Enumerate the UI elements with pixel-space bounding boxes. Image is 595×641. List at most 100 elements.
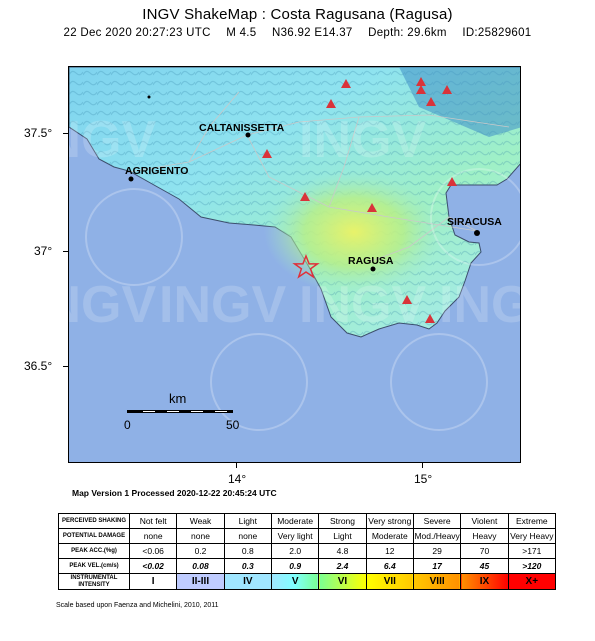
row-header-pga: PEAK ACC.(%g) [58, 543, 130, 559]
station-triangle [341, 79, 351, 88]
legend-row-damage: POTENTIAL DAMAGE none none none Very lig… [58, 528, 557, 544]
scale-zero: 0 [124, 418, 131, 432]
city-label-caltanissetta: CALTANISSETTA [199, 122, 285, 134]
pgv-cell: <0.02 [128, 558, 178, 574]
shaking-cell: Not felt [128, 513, 178, 529]
pga-cell: <0.06 [128, 543, 178, 559]
dark-relief [399, 67, 520, 137]
damage-cell: Heavy [460, 528, 509, 544]
scale-bar: km 0 50 [124, 391, 240, 432]
damage-cell: Very Heavy [507, 528, 557, 544]
shaking-cell: Strong [318, 513, 367, 529]
event-info: 22 Dec 2020 20:27:23 UTC M 4.5 N36.92 E1… [0, 27, 595, 39]
event-magnitude: M 4.5 [226, 27, 257, 39]
watermark-seals [85, 168, 520, 431]
lat-tick [63, 133, 68, 134]
pgv-cell: 45 [460, 558, 509, 574]
legend-row-pgv: PEAK VEL.(cm/s) <0.02 0.08 0.3 0.9 2.4 6… [58, 558, 557, 574]
map-canvas: INGV INGV INGV INGV INGV INGV [69, 67, 521, 462]
lon-label-15: 15° [414, 472, 433, 486]
town-dot [147, 95, 151, 99]
event-depth: Depth: 29.6km [368, 27, 447, 39]
shaking-cell: Severe [412, 513, 462, 529]
station-triangle [326, 99, 336, 108]
shakemap-area: INGV INGV INGV INGV INGV INGV [68, 66, 521, 463]
event-coordinates: N36.92 E14.37 [271, 27, 353, 39]
station-triangle [447, 177, 457, 186]
epicenter-star [292, 253, 320, 279]
intensity-legend: PERCEIVED SHAKING Not felt Weak Light Mo… [58, 513, 557, 590]
pga-cell: 2.0 [270, 543, 320, 559]
lon-tick [422, 463, 423, 468]
city-label-ragusa: RAGUSA [348, 255, 394, 267]
stations [262, 77, 457, 323]
station-triangle [300, 192, 310, 201]
pgv-cell: >120 [507, 558, 557, 574]
map-title: INGV ShakeMap : Costa Ragusana (Ragusa) [142, 6, 453, 23]
shaking-cell: Extreme [507, 513, 557, 529]
lat-label-36-5: 36.5° [24, 359, 53, 373]
damage-cell: Mod./Heavy [412, 528, 462, 544]
row-header-damage: POTENTIAL DAMAGE [58, 528, 130, 544]
pga-cell: 0.8 [223, 543, 272, 559]
station-triangle [425, 314, 435, 323]
scale-unit: km [169, 391, 186, 406]
station-triangle [426, 97, 436, 106]
city-label-siracusa: SIRACUSA [447, 216, 502, 228]
pga-cell: 4.8 [318, 543, 367, 559]
shaking-cell: Violent [460, 513, 509, 529]
city-dot-caltanissetta [245, 132, 251, 138]
svg-text:INGV: INGV [69, 276, 156, 334]
intensity-cell: II-III [176, 573, 225, 590]
pga-cell: 0.2 [176, 543, 225, 559]
pgv-cell: 6.4 [365, 558, 414, 574]
watermark: INGV INGV INGV INGV INGV INGV [69, 111, 521, 334]
legend-row-intensity: INSTRUMENTAL INTENSITY I II-III IV V VI … [58, 573, 557, 590]
shaking-cell: Weak [176, 513, 225, 529]
station-triangle [402, 295, 412, 304]
intensity-cell: VIII [412, 573, 462, 590]
station-triangle [262, 149, 272, 158]
damage-cell: none [128, 528, 178, 544]
legend-row-shaking: PERCEIVED SHAKING Not felt Weak Light Mo… [58, 513, 557, 529]
svg-text:INGV: INGV [299, 276, 426, 334]
damage-cell: Moderate [365, 528, 414, 544]
damage-cell: Light [318, 528, 367, 544]
scale-fifty: 50 [226, 418, 240, 432]
legend-row-pga: PEAK ACC.(%g) <0.06 0.2 0.8 2.0 4.8 12 2… [58, 543, 557, 559]
cities: CALTANISSETTA AGRIGENTO SIRACUSA RAGUSA [125, 95, 502, 272]
row-header-intensity: INSTRUMENTAL INTENSITY [58, 573, 130, 590]
shaking-cell: Very strong [365, 513, 414, 529]
intensity-cell: VII [365, 573, 414, 590]
damage-cell: Very light [270, 528, 320, 544]
scale-footnote: Scale based upon Faenza and Michelini, 2… [56, 602, 219, 609]
intensity-cell: IX [460, 573, 509, 590]
station-triangle [367, 203, 377, 212]
pgv-cell: 0.9 [270, 558, 320, 574]
pga-cell: 29 [412, 543, 462, 559]
station-triangle [416, 77, 426, 86]
pga-cell: 70 [460, 543, 509, 559]
row-header-shaking: PERCEIVED SHAKING [58, 513, 130, 529]
city-dot-siracusa [474, 230, 480, 236]
pgv-cell: 0.08 [176, 558, 225, 574]
lat-tick [63, 251, 68, 252]
intensity-cell: I [128, 573, 178, 590]
lat-label-37-5: 37.5° [24, 126, 53, 140]
lat-tick [63, 366, 68, 367]
lon-tick [236, 463, 237, 468]
station-triangle [416, 85, 426, 94]
svg-text:INGV: INGV [159, 276, 286, 334]
event-id: ID:25829601 [462, 27, 532, 39]
pgv-cell: 0.3 [223, 558, 272, 574]
pga-cell: 12 [365, 543, 414, 559]
shaking-cell: Moderate [270, 513, 320, 529]
damage-cell: none [176, 528, 225, 544]
lat-label-37: 37° [34, 244, 53, 258]
processed-note: Map Version 1 Processed 2020-12-22 20:45… [72, 488, 277, 498]
lon-label-14: 14° [228, 472, 247, 486]
svg-text:INGV: INGV [299, 111, 426, 169]
intensity-cell: X+ [507, 573, 557, 590]
pga-cell: >171 [507, 543, 557, 559]
svg-text:INGV: INGV [439, 276, 521, 334]
